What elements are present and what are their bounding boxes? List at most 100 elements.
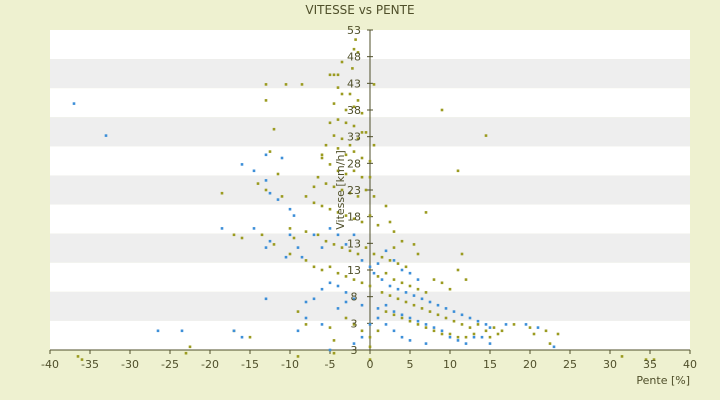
data-point-olive — [412, 303, 416, 307]
data-point-olive — [336, 86, 340, 89]
data-points — [72, 38, 656, 361]
data-point-olive — [220, 191, 224, 195]
data-point-olive — [380, 291, 384, 294]
x-axis-label: Pente [%] — [636, 374, 690, 387]
data-point-blue — [408, 339, 412, 342]
data-point-blue — [336, 233, 340, 237]
data-point-blue — [300, 255, 304, 259]
data-point-olive — [348, 249, 352, 253]
data-point-blue — [448, 335, 452, 339]
data-point-olive — [408, 284, 412, 288]
data-point-olive — [372, 143, 376, 147]
data-point-olive — [416, 287, 420, 291]
y-tick-label: 53 — [347, 24, 361, 37]
data-point-olive — [344, 214, 348, 217]
data-point-blue — [360, 335, 364, 339]
data-point-olive — [300, 83, 304, 86]
data-point-blue — [288, 233, 292, 237]
data-point-olive — [348, 143, 352, 147]
data-point-olive — [484, 329, 488, 333]
data-point-olive — [344, 275, 348, 278]
data-point-blue — [440, 329, 444, 333]
data-point-olive — [424, 291, 428, 294]
data-point-olive — [408, 319, 412, 323]
data-point-blue — [320, 246, 324, 249]
data-point-blue — [384, 303, 388, 307]
data-point-blue — [352, 233, 356, 237]
data-point-olive — [360, 220, 364, 224]
x-tick-label: 20 — [523, 358, 537, 371]
data-point-olive — [620, 355, 624, 358]
data-point-olive — [284, 83, 288, 86]
data-point-olive — [354, 38, 357, 41]
data-point-blue — [220, 227, 224, 230]
data-point-blue — [488, 326, 492, 329]
data-point-olive — [440, 281, 444, 285]
data-point-blue — [416, 319, 420, 323]
data-point-olive — [452, 319, 456, 323]
data-point-olive — [336, 211, 340, 214]
data-point-olive — [328, 163, 332, 166]
data-point-olive — [348, 191, 352, 195]
data-point-olive — [368, 214, 372, 217]
y-tick-label: 18 — [347, 211, 361, 224]
data-point-olive — [368, 358, 372, 361]
data-point-olive — [340, 188, 344, 192]
x-tick-label: -15 — [241, 358, 259, 371]
data-point-blue — [396, 287, 400, 291]
data-point-olive — [496, 332, 500, 336]
data-point-olive — [352, 47, 356, 51]
data-point-olive — [364, 188, 368, 192]
data-point-blue — [536, 326, 540, 329]
data-point-blue — [436, 303, 440, 307]
data-point-blue — [484, 323, 488, 326]
data-point-blue — [328, 281, 332, 285]
x-tick-label: 35 — [643, 358, 657, 371]
data-point-olive — [272, 243, 276, 246]
data-point-blue — [368, 265, 372, 269]
data-point-olive — [400, 281, 404, 285]
data-point-olive — [188, 345, 192, 349]
data-point-olive — [292, 236, 296, 240]
data-point-olive — [76, 355, 80, 358]
data-point-olive — [368, 159, 372, 163]
data-point-blue — [384, 249, 388, 253]
data-point-blue — [320, 287, 324, 291]
data-point-blue — [304, 300, 308, 304]
data-point-olive — [356, 51, 360, 54]
data-point-blue — [428, 300, 432, 304]
data-point-blue — [156, 329, 160, 333]
y-tick-label: 48 — [347, 51, 361, 64]
data-point-blue — [360, 259, 364, 262]
data-point-olive — [312, 185, 316, 189]
data-point-olive — [356, 252, 360, 256]
data-point-blue — [268, 191, 272, 195]
data-point-olive — [532, 332, 536, 336]
data-point-blue — [376, 307, 380, 310]
data-point-blue — [304, 316, 308, 320]
data-point-blue — [328, 348, 332, 352]
data-point-olive — [368, 175, 372, 179]
data-point-olive — [352, 217, 356, 221]
data-point-olive — [396, 297, 400, 301]
data-point-olive — [232, 233, 236, 237]
data-point-olive — [348, 92, 352, 96]
data-point-blue — [344, 300, 348, 304]
data-point-blue — [252, 227, 256, 230]
data-point-olive — [400, 239, 404, 243]
data-point-blue — [72, 102, 76, 105]
data-point-blue — [252, 169, 256, 173]
chart-title: VITESSE vs PENTE — [305, 3, 414, 17]
data-point-olive — [240, 236, 244, 240]
data-point-blue — [240, 163, 244, 166]
data-point-olive — [328, 121, 332, 125]
data-point-blue — [336, 284, 340, 288]
data-point-olive — [488, 335, 492, 339]
data-point-olive — [280, 195, 284, 198]
data-point-olive — [424, 211, 428, 214]
data-point-olive — [268, 150, 272, 153]
x-tick-label: -40 — [41, 358, 59, 371]
data-point-olive — [392, 246, 396, 249]
data-point-olive — [412, 243, 416, 246]
